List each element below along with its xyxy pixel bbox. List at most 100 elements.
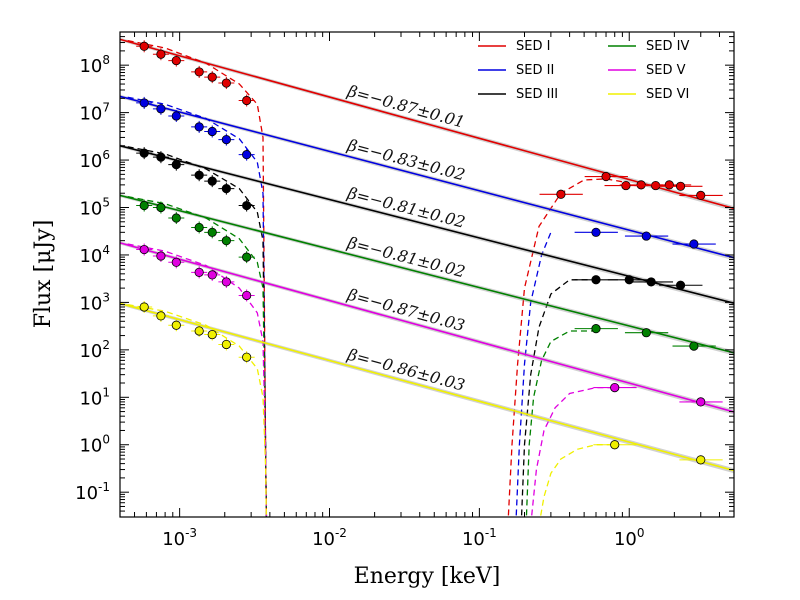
xray-data-point <box>696 455 706 465</box>
uv-data-point <box>242 150 252 160</box>
xray-data-point <box>664 180 674 190</box>
series-4 <box>120 193 734 517</box>
xray-data-point <box>591 324 601 334</box>
y-tick-label: 108 <box>79 53 110 77</box>
xray-data-point <box>556 189 566 199</box>
series-6 <box>120 300 734 517</box>
uv-data-point <box>139 244 149 255</box>
uv-data-point <box>242 352 252 362</box>
x-tick-label: 10-2 <box>312 526 347 550</box>
uv-data-point <box>242 200 252 211</box>
series-5 <box>120 241 734 517</box>
x-tick-label: 100 <box>614 526 645 550</box>
uv-data-point <box>207 126 217 137</box>
xray-data-point <box>636 180 646 190</box>
legend-label: SED III <box>516 87 558 102</box>
uv-data-point <box>194 222 204 233</box>
y-tick-label: 106 <box>79 148 110 172</box>
uv-cutoff-curve <box>127 243 268 517</box>
uv-data-point <box>207 176 217 186</box>
uv-data-point <box>194 170 204 180</box>
uv-data-point <box>139 148 149 158</box>
uv-data-point <box>171 257 181 267</box>
xray-absorbed-curve <box>539 444 615 517</box>
series-layer <box>120 37 734 517</box>
uv-data-point <box>194 67 204 77</box>
series-1 <box>120 37 734 517</box>
xray-data-point <box>675 280 686 290</box>
uv-data-point <box>194 326 204 336</box>
y-tick-label: 101 <box>79 385 110 409</box>
xray-data-point <box>689 239 699 249</box>
uv-data-point <box>194 122 204 132</box>
legend-item: SED IV <box>608 39 689 54</box>
legend-label: SED VI <box>646 87 689 102</box>
uv-data-point <box>207 329 217 340</box>
legend-item: SED II <box>478 63 554 78</box>
legend-label: SED V <box>646 63 686 78</box>
xray-data-point <box>641 328 651 338</box>
y-axis-title: Flux [μJy] <box>31 220 56 329</box>
uv-data-point <box>156 104 166 114</box>
uv-data-point <box>221 277 231 287</box>
uv-data-point <box>171 213 181 223</box>
uv-data-point <box>139 200 149 211</box>
uv-data-point <box>156 251 166 261</box>
xray-data-point <box>651 180 661 191</box>
series-2 <box>120 94 734 517</box>
uv-data-point <box>171 320 181 330</box>
xray-data-point <box>610 383 620 393</box>
uv-data-point <box>139 41 149 51</box>
y-tick-label: 102 <box>79 338 110 362</box>
powerlaw-line <box>120 302 734 472</box>
xray-data-point <box>601 171 611 182</box>
uv-data-point <box>221 339 231 350</box>
xray-absorbed-curve <box>525 330 596 517</box>
y-tick-label: 104 <box>79 243 110 267</box>
legend-item: SED V <box>608 63 686 78</box>
uv-cutoff-curve <box>127 39 268 517</box>
uv-data-point <box>171 160 181 170</box>
xray-data-point <box>646 277 656 287</box>
y-axis-ticks: 10-1 100 101 102 103 104 105 106 107 108 <box>75 31 734 518</box>
xray-data-point <box>675 181 686 191</box>
xray-absorbed-curve <box>515 232 552 517</box>
x-axis-title: Energy [keV] <box>354 564 501 589</box>
legend-label: SED IV <box>646 39 689 54</box>
legend-label: SED I <box>516 39 550 54</box>
plot-frame <box>119 31 735 518</box>
x-tick-label: 10-1 <box>462 526 497 550</box>
uv-cutoff-curve <box>127 195 268 517</box>
uv-data-point <box>221 78 231 88</box>
legend-label: SED II <box>516 63 554 78</box>
uv-data-point <box>221 184 231 194</box>
powerlaw-line <box>120 95 734 259</box>
uv-data-point <box>242 95 252 106</box>
xray-data-point <box>696 190 706 200</box>
xray-data-point <box>641 231 651 241</box>
legend-item: SED III <box>478 87 558 102</box>
y-tick-label: 100 <box>79 433 110 457</box>
uv-data-point <box>207 270 217 280</box>
uv-data-point <box>139 302 149 312</box>
uv-data-point <box>156 49 166 59</box>
powerlaw-line <box>120 194 734 354</box>
y-tick-label: 103 <box>79 290 110 314</box>
x-tick-label: 10-3 <box>162 526 197 550</box>
y-tick-label: 105 <box>79 196 110 220</box>
uv-data-point <box>156 311 166 321</box>
y-tick-label: 107 <box>79 101 110 125</box>
powerlaw-line <box>120 242 734 413</box>
xray-data-point <box>591 227 601 237</box>
powerlaw-line <box>120 38 734 210</box>
y-tick-label: 10-1 <box>75 480 110 504</box>
uv-data-point <box>242 290 252 301</box>
uv-data-point <box>221 134 231 145</box>
legend-item: SED VI <box>608 87 689 102</box>
xray-data-point <box>689 341 699 351</box>
xray-data-point <box>610 440 620 450</box>
uv-data-point <box>242 252 252 262</box>
uv-data-point <box>207 227 217 237</box>
xray-data-point <box>696 397 706 407</box>
